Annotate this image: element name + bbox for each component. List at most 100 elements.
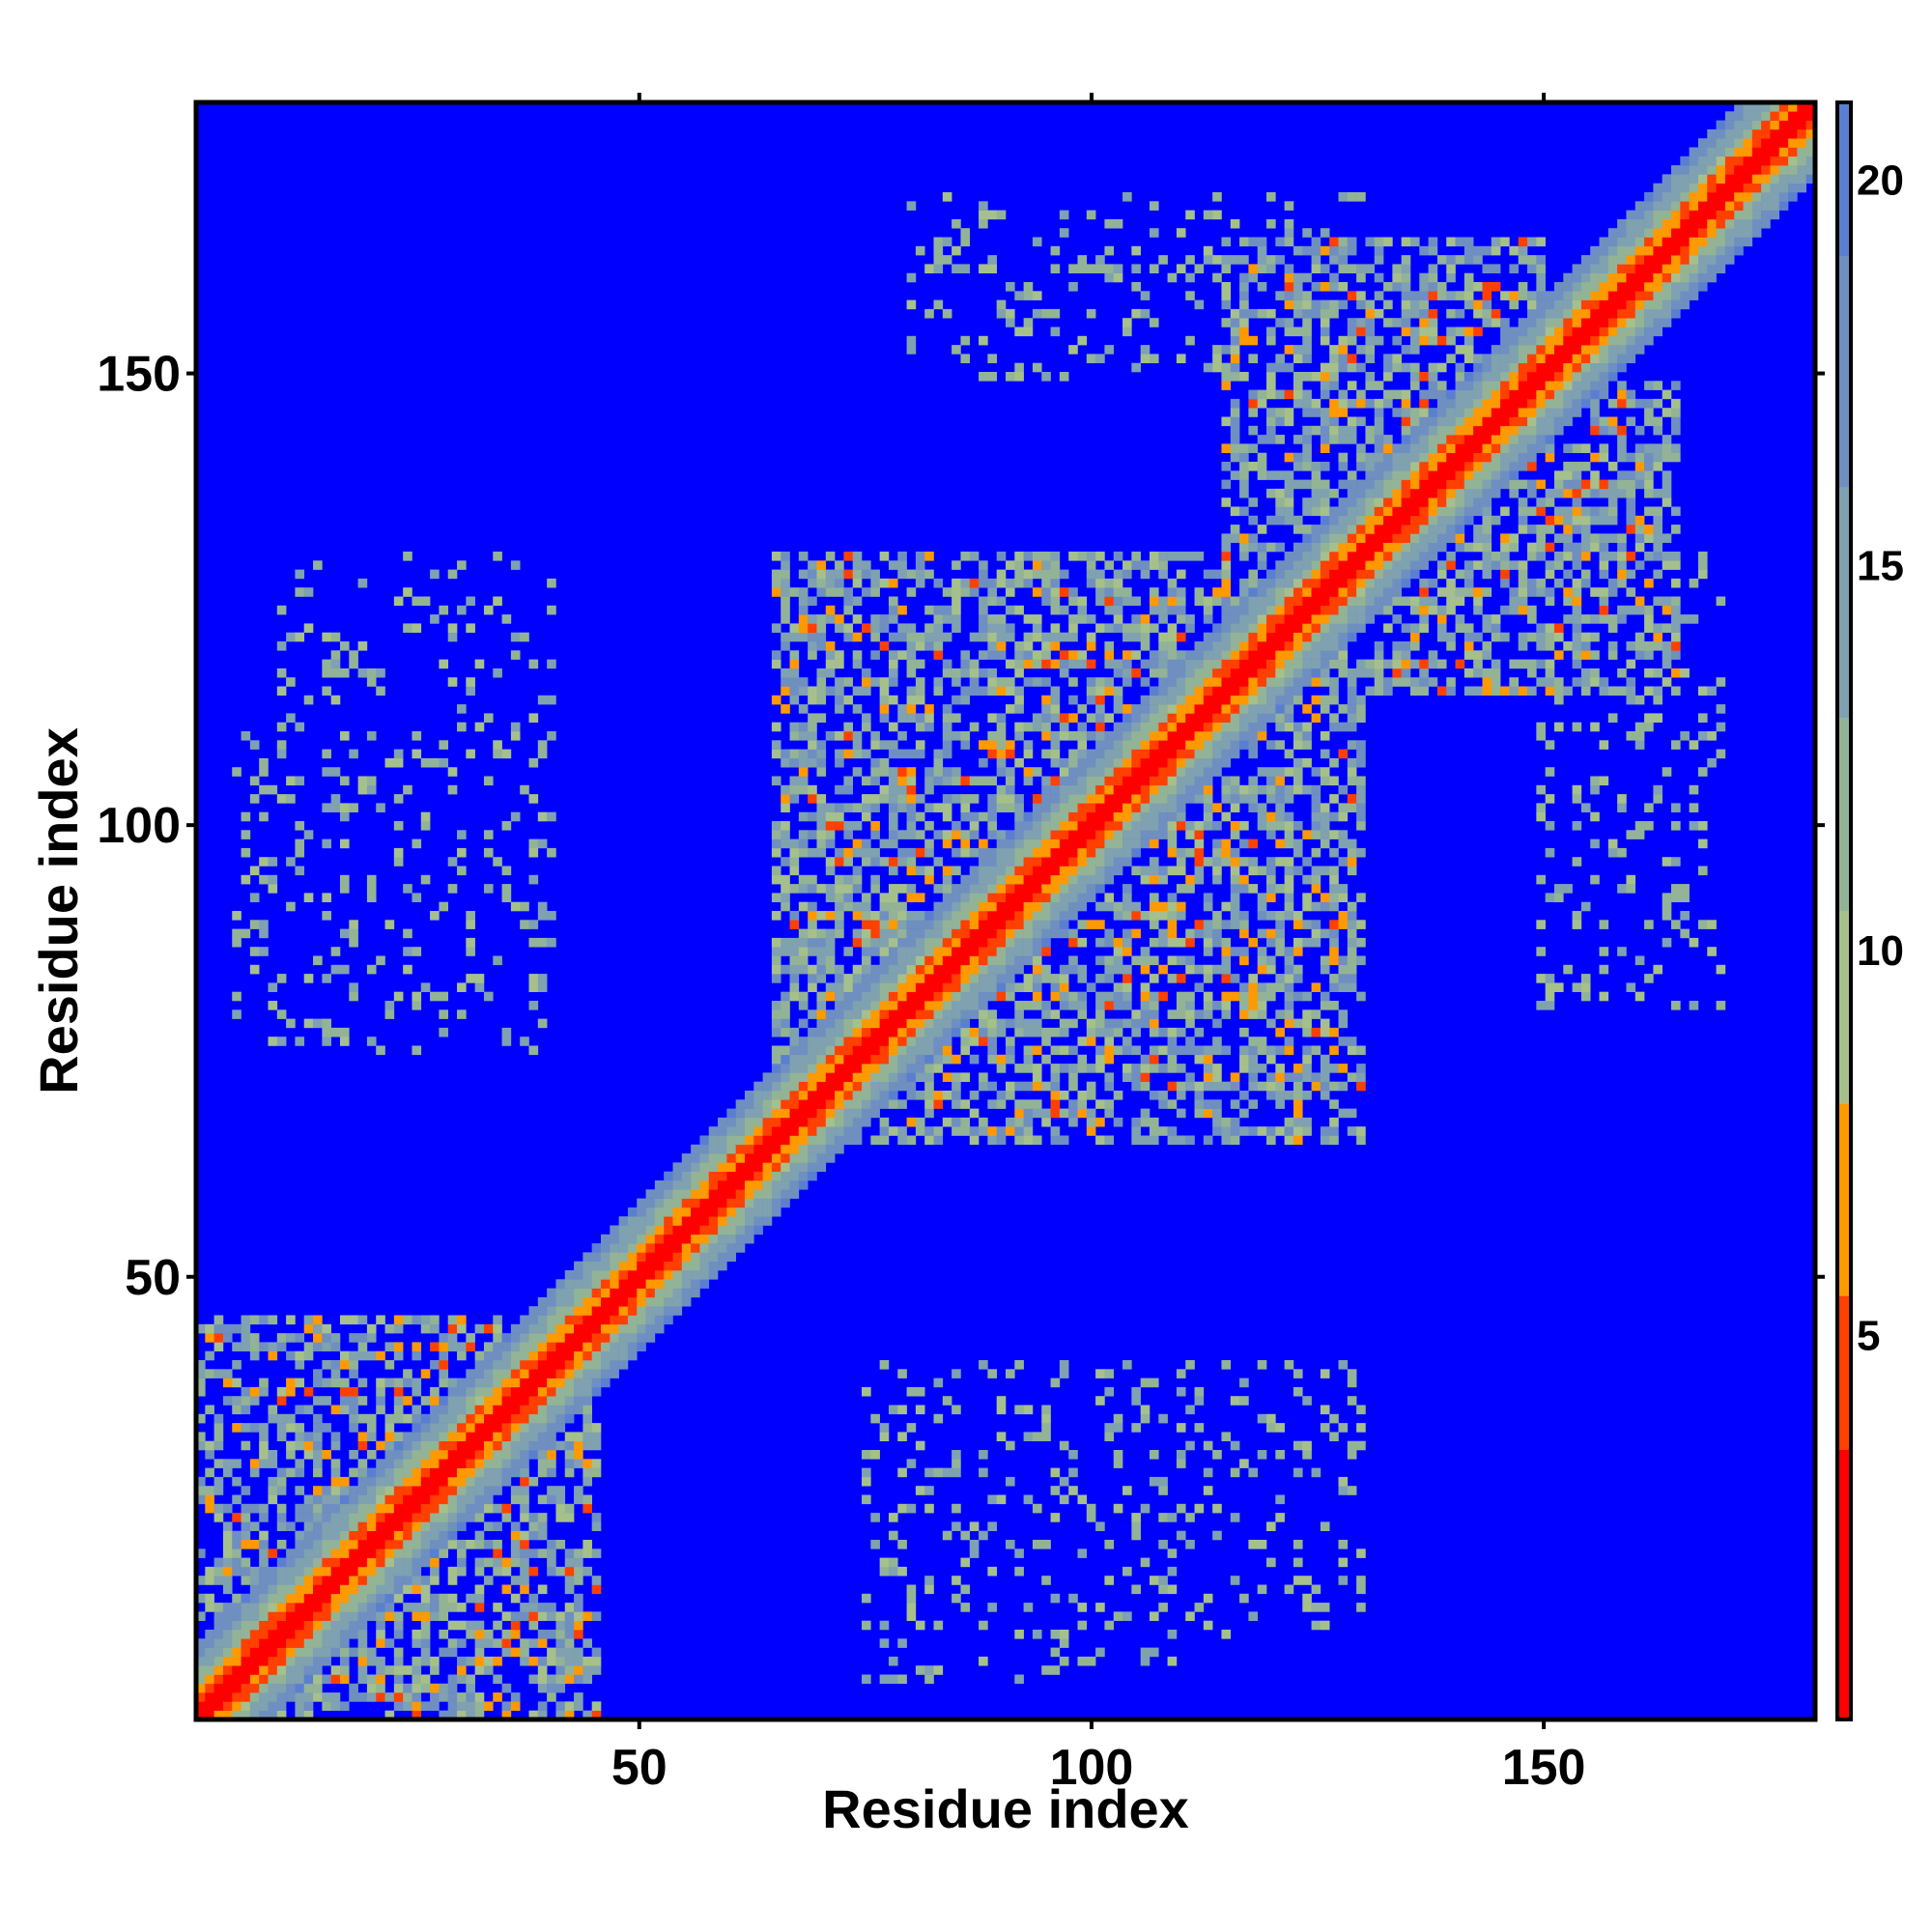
- heatmap-cell: [825, 866, 836, 876]
- heatmap-cell: [582, 1656, 592, 1666]
- heatmap-cell: [1113, 264, 1123, 273]
- heatmap-cell: [493, 1350, 502, 1361]
- heatmap-cell: [349, 1611, 358, 1621]
- heatmap-cell: [906, 893, 917, 902]
- heatmap-cell: [276, 722, 287, 732]
- heatmap-cell: [276, 668, 287, 678]
- heatmap-cell: [798, 569, 809, 580]
- heatmap-cell: [1086, 552, 1096, 561]
- heatmap-cell: [313, 1323, 323, 1334]
- heatmap-cell: [906, 928, 917, 939]
- heatmap-cell: [1194, 695, 1205, 705]
- heatmap-cell: [339, 1503, 350, 1514]
- heatmap-cell: [610, 1270, 619, 1280]
- heatmap-cell: [1230, 1467, 1240, 1478]
- heatmap-cell: [835, 704, 844, 714]
- heatmap-cell: [987, 1603, 997, 1612]
- heatmap-cell: [384, 1432, 395, 1441]
- heatmap-cell: [699, 1153, 710, 1163]
- heatmap-cell: [222, 1333, 233, 1343]
- heatmap-cell: [466, 596, 475, 607]
- heatmap-cell: [313, 1692, 323, 1702]
- heatmap-cell: [654, 1207, 665, 1217]
- heatmap-cell: [1203, 857, 1213, 867]
- heatmap-cell: [816, 1153, 827, 1163]
- heatmap-cell: [825, 1064, 836, 1073]
- heatmap-cell: [1113, 776, 1123, 786]
- heatmap-cell: [1104, 1018, 1115, 1029]
- heatmap-cell: [960, 928, 971, 939]
- heatmap-cell: [996, 964, 1007, 975]
- heatmap-cell: [357, 784, 368, 795]
- heatmap-cell: [726, 1252, 736, 1262]
- heatmap-cell: [564, 1360, 575, 1370]
- heatmap-cell: [1014, 1135, 1024, 1146]
- heatmap-cell: [825, 1108, 836, 1119]
- heatmap-cell: [1131, 1386, 1141, 1397]
- heatmap-cell: [1239, 928, 1249, 939]
- heatmap-cell: [474, 1540, 485, 1549]
- heatmap-cell: [1023, 327, 1034, 337]
- heatmap-cell: [510, 560, 521, 570]
- heatmap-cell: [1131, 847, 1141, 858]
- heatmap-cell: [1239, 462, 1249, 471]
- heatmap-cell: [862, 920, 871, 929]
- heatmap-cell: [852, 1045, 863, 1056]
- heatmap-cell: [330, 947, 341, 956]
- heatmap-cell: [654, 1279, 665, 1289]
- heatmap-cell: [249, 1656, 260, 1666]
- heatmap-cell: [1212, 596, 1222, 607]
- heatmap-cell: [681, 1216, 692, 1226]
- heatmap-cell: [1086, 866, 1096, 876]
- heatmap-cell: [330, 1494, 341, 1505]
- heatmap-cell: [1068, 901, 1078, 912]
- heatmap-cell: [915, 928, 925, 939]
- heatmap-cell: [1014, 1117, 1024, 1127]
- heatmap-cell: [520, 1611, 529, 1621]
- heatmap-cell: [393, 1566, 404, 1577]
- heatmap-cell: [222, 1620, 233, 1631]
- heatmap-cell: [1059, 767, 1069, 777]
- heatmap-cell: [547, 1611, 556, 1621]
- heatmap-cell: [384, 1710, 395, 1720]
- heatmap-cell: [942, 1009, 952, 1019]
- heatmap-cell: [420, 1576, 431, 1585]
- heatmap-cell: [952, 245, 961, 256]
- heatmap-cell: [196, 1701, 206, 1711]
- heatmap-cell: [835, 659, 844, 669]
- heatmap-cell: [1068, 767, 1078, 777]
- heatmap-cell: [196, 1710, 206, 1720]
- heatmap-cell: [286, 1674, 296, 1685]
- heatmap-cell: [547, 1540, 556, 1549]
- heatmap-cell: [1230, 1099, 1240, 1109]
- heatmap-cell: [789, 955, 800, 966]
- heatmap-cell: [232, 1476, 242, 1487]
- heatmap-cell: [816, 1027, 827, 1037]
- heatmap-cell: [376, 955, 385, 966]
- heatmap-cell: [708, 1261, 719, 1271]
- heatmap-cell: [501, 1467, 512, 1478]
- heatmap-cell: [960, 1072, 971, 1082]
- heatmap-cell: [295, 569, 305, 580]
- heatmap-cell: [1006, 893, 1015, 902]
- heatmap-cell: [1221, 650, 1232, 660]
- heatmap-cell: [798, 1037, 809, 1046]
- heatmap-cell: [357, 1350, 368, 1361]
- heatmap-cell: [1185, 1018, 1195, 1029]
- heatmap-cell: [960, 974, 971, 983]
- heatmap-cell: [1140, 740, 1151, 750]
- heatmap-cell: [1203, 1620, 1213, 1631]
- heatmap-cell: [1086, 713, 1096, 723]
- heatmap-cell: [457, 1378, 467, 1388]
- heatmap-cell: [888, 884, 898, 894]
- heatmap-cell: [789, 776, 800, 786]
- heatmap-cell: [1041, 893, 1051, 902]
- heatmap-cell: [420, 1674, 431, 1685]
- heatmap-cell: [771, 1099, 781, 1109]
- heatmap-cell: [1023, 1099, 1034, 1109]
- heatmap-cell: [933, 1091, 944, 1100]
- heatmap-cell: [430, 1315, 440, 1325]
- heatmap-cell: [1149, 821, 1159, 831]
- heatmap-cell: [681, 1180, 692, 1190]
- heatmap-cell: [205, 1467, 214, 1478]
